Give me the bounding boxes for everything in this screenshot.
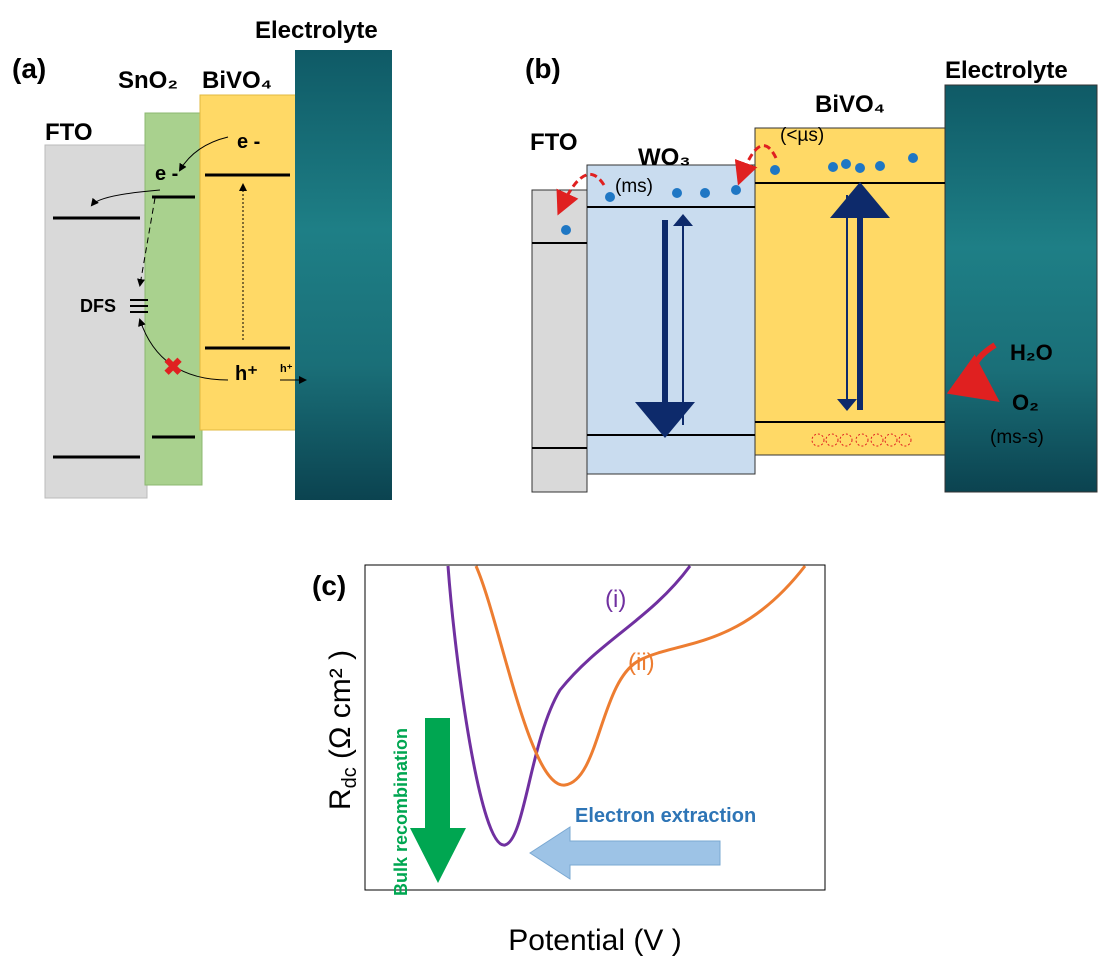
curve-label: (i) (605, 586, 626, 613)
panel-label: (b) (525, 53, 561, 84)
layer-label: FTO (530, 129, 578, 156)
wo3-layer (587, 165, 755, 474)
annotation: O₂ (1012, 390, 1039, 415)
annotation: e - (155, 163, 178, 185)
bivo4-layer (755, 128, 945, 455)
panel-label: (c) (312, 570, 346, 601)
fto-layer (45, 145, 147, 498)
figure: (a) FTO SnO₂ BiVO₄ Electrolyte ✖ e - e -… (0, 0, 1111, 971)
annotation: DFS (80, 296, 116, 316)
arrow-label: Electron extraction (575, 805, 756, 827)
curve-label: (ii) (628, 649, 655, 676)
fto-layer (532, 190, 587, 492)
y-axis-label: Rdc (Ω cm² ) (324, 650, 361, 810)
layer-label: BiVO₄ (202, 67, 272, 94)
annotation: e - (237, 131, 260, 153)
layer-label: Electrolyte (255, 17, 378, 44)
annotation: (<µs) (780, 125, 824, 146)
panel-label: (a) (12, 53, 46, 84)
panel-c: (c) Rdc (Ω cm² ) Potential (V ) (i) (ii)… (312, 565, 825, 957)
electrolyte (295, 50, 392, 500)
layer-label: BiVO₄ (815, 91, 885, 118)
y-main: R (324, 788, 357, 810)
annotation: H₂O (1010, 340, 1053, 365)
blocked: ✖ (163, 354, 183, 381)
y-sub: dc (339, 767, 361, 788)
panel-a: (a) FTO SnO₂ BiVO₄ Electrolyte ✖ e - e -… (12, 17, 392, 500)
annotation: h⁺ (280, 363, 293, 375)
annotation: (ms) (615, 176, 653, 197)
panel-b: (b) FTO WO₃ BiVO₄ Electrolyte (ms) (<µs)… (525, 53, 1097, 492)
layer-label: WO₃ (638, 144, 690, 171)
arrow-label: Bulk recombination (391, 728, 411, 896)
layer-label: FTO (45, 119, 93, 146)
annotation: h⁺ (235, 363, 258, 385)
layer-label: SnO₂ (118, 67, 178, 94)
y-rest: (Ω cm² ) (324, 650, 357, 767)
layer-label: Electrolyte (945, 57, 1068, 84)
annotation: (ms-s) (990, 427, 1044, 448)
x-axis-label: Potential (V ) (508, 924, 681, 957)
